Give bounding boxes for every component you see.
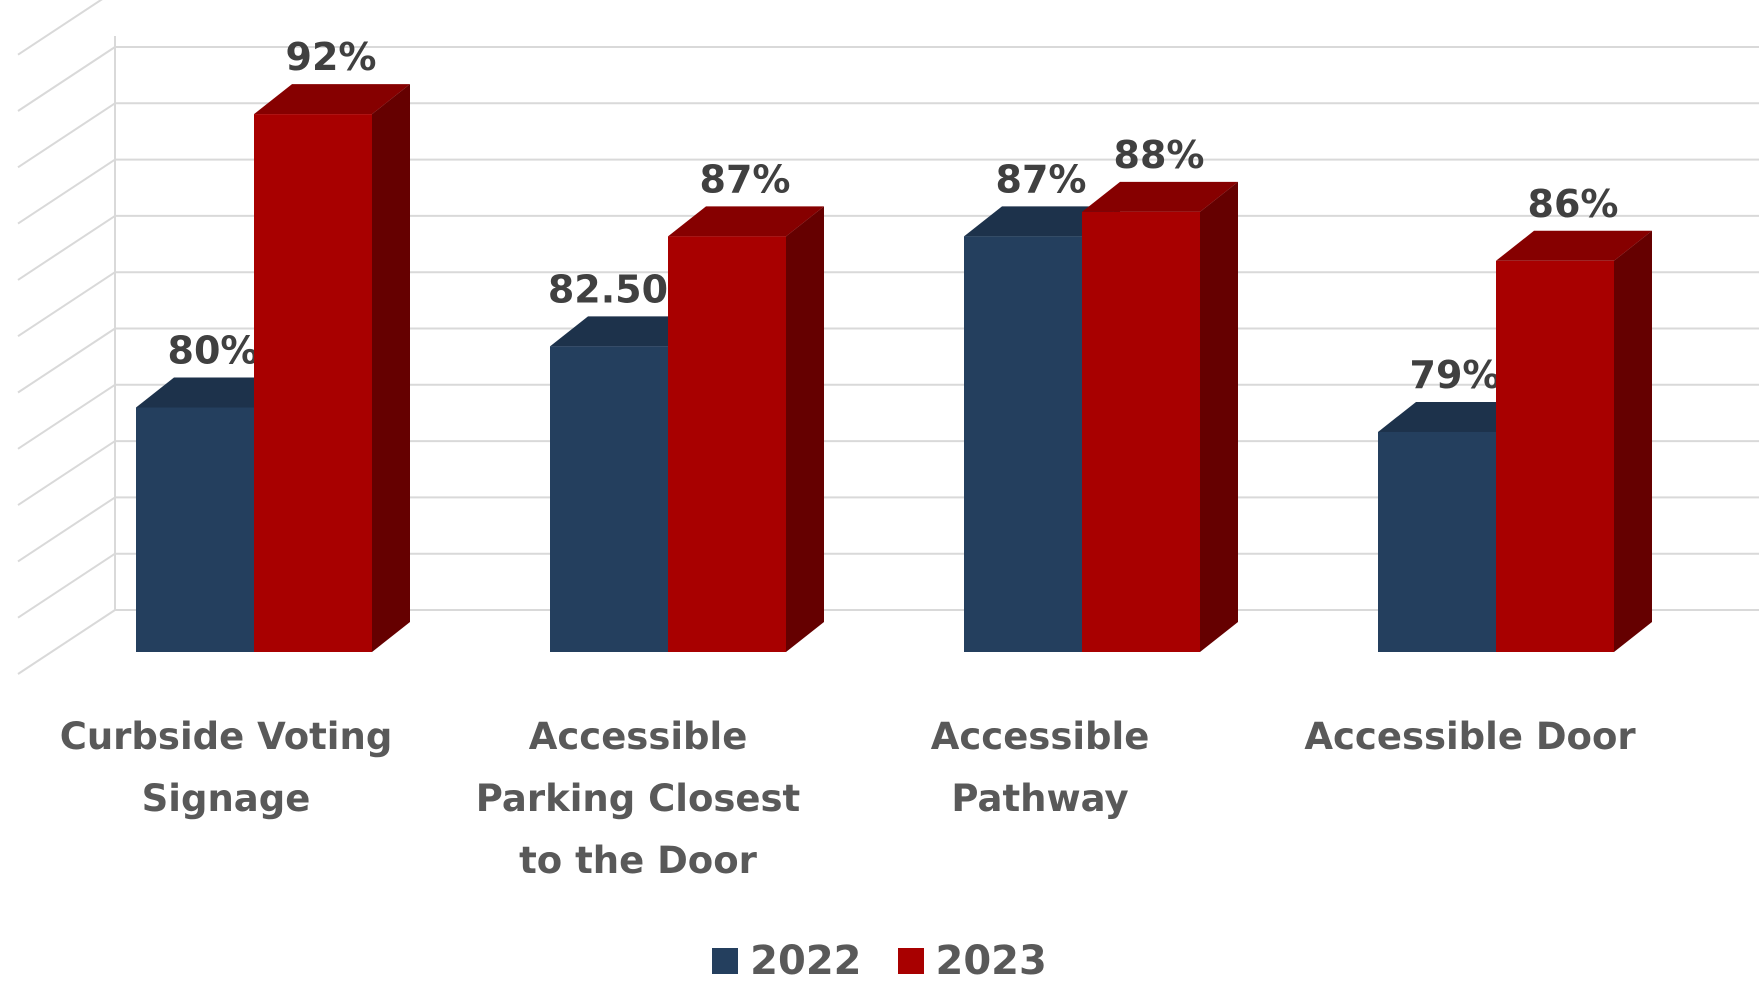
gridline-side — [17, 552, 116, 619]
bar-side — [786, 206, 824, 652]
gridline-side — [17, 46, 116, 112]
bar-top — [254, 84, 410, 115]
gridline-side — [17, 0, 103, 56]
bar-top — [136, 377, 292, 408]
bar-side — [1614, 230, 1652, 653]
bar-top — [964, 206, 1120, 237]
gridline-side — [17, 440, 116, 506]
legend-swatch-2023 — [897, 948, 924, 974]
bar-2022 — [1378, 431, 1496, 652]
gridline-side — [17, 102, 116, 169]
data-label: 87% — [996, 157, 1087, 201]
bar-top — [1496, 230, 1652, 261]
data-label: 79% — [1410, 353, 1501, 397]
category-label-curbside-voting-signage: Curbside Voting Signage — [59, 715, 393, 820]
legend-label-2023: 2023 — [935, 938, 1047, 984]
bar-side — [372, 84, 410, 653]
gridline-side — [17, 327, 116, 394]
bar-top — [668, 206, 824, 237]
legend-item-2022: 2022 — [712, 938, 862, 984]
bar-side — [1200, 181, 1238, 652]
legend-swatch-2022 — [712, 948, 739, 974]
bar-2023 — [1082, 211, 1200, 652]
data-label: 86% — [1528, 182, 1619, 226]
category-label-accessible-pathway: Accessible Pathway — [930, 715, 1150, 820]
category-label-accessible-door: Accessible Door — [1304, 715, 1636, 758]
bar-top — [550, 316, 706, 347]
gridline-side — [17, 215, 116, 281]
bar-2023 — [668, 236, 786, 652]
bar-2023 — [1496, 260, 1614, 652]
bar-2022 — [964, 236, 1082, 652]
bar-2022 — [136, 407, 254, 652]
category-label-accessible-parking: Accessible Parking Closest to the Door — [475, 715, 801, 882]
legend-label-2022: 2022 — [750, 938, 862, 984]
gridline-side — [17, 609, 116, 675]
bar-2023 — [254, 114, 372, 653]
gridline-side — [17, 158, 116, 225]
legend-item-2023: 2023 — [897, 938, 1047, 984]
chart-legend: 2022 2023 — [0, 938, 1759, 984]
data-label: 92% — [286, 35, 377, 79]
bar-2022 — [550, 346, 668, 652]
data-label: 80% — [168, 329, 259, 373]
data-label: 88% — [1114, 133, 1205, 177]
gridline-side — [17, 496, 116, 563]
gridline-side — [17, 383, 116, 450]
bar-top — [1082, 181, 1238, 212]
bar-top — [1378, 401, 1534, 432]
data-label: 87% — [700, 157, 791, 201]
gridline-side — [17, 271, 116, 338]
